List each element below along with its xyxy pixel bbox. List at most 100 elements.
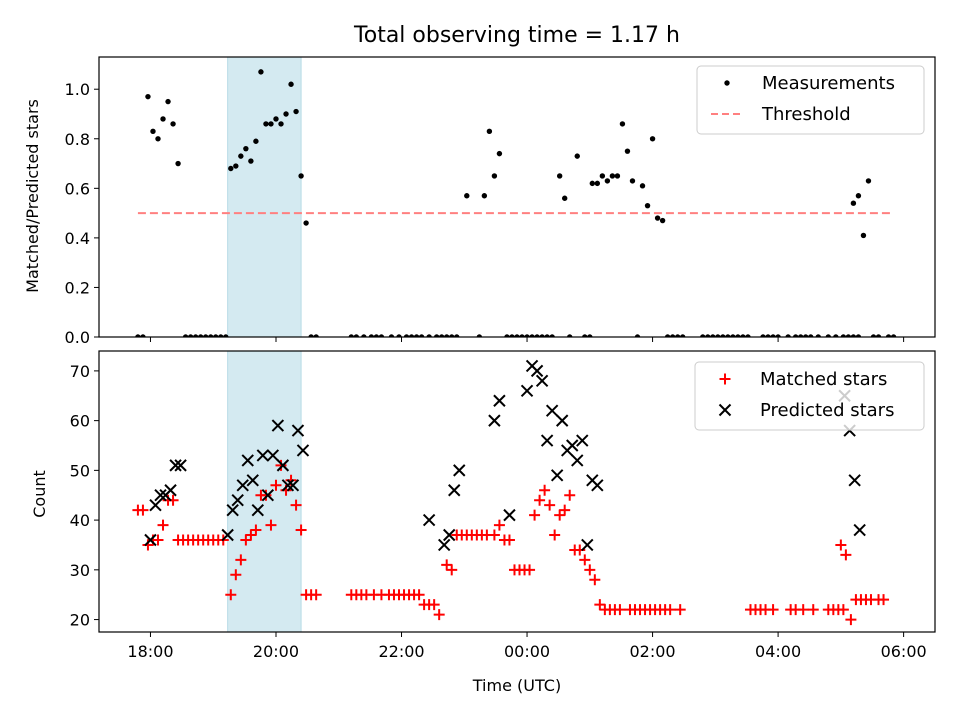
predicted-stars-point xyxy=(848,474,861,487)
measurements-point xyxy=(263,121,269,127)
matched-stars-point xyxy=(797,604,809,616)
matched-stars-point xyxy=(503,534,515,546)
matched-stars-point xyxy=(674,604,686,616)
predicted-stars-point xyxy=(241,454,254,467)
predicted-stars-point xyxy=(271,419,285,432)
measurements-point xyxy=(160,116,166,122)
measurements-point xyxy=(228,165,234,172)
matched-stars-point xyxy=(767,604,779,616)
predicted-stars-point xyxy=(555,414,569,427)
measurements-point xyxy=(238,153,244,159)
matched-stars-point xyxy=(152,534,164,546)
measurements-point xyxy=(192,334,199,337)
measurements-point xyxy=(855,193,862,199)
predicted-stars-point xyxy=(251,503,264,517)
predicted-stars-point xyxy=(256,449,270,462)
predicted-stars-point xyxy=(291,424,305,437)
measurements-point xyxy=(797,334,804,337)
measurements-point xyxy=(582,334,588,337)
legend-measurements-marker xyxy=(724,80,730,86)
matched-stars-point xyxy=(524,564,536,576)
bottom-y-tick-label: 70 xyxy=(70,362,90,381)
measurements-point xyxy=(182,334,189,337)
matched-stars-point xyxy=(240,534,252,546)
matched-stars-point xyxy=(270,479,282,491)
measurements-point xyxy=(629,178,636,184)
predicted-stars-point xyxy=(261,489,275,502)
matched-stars-point xyxy=(878,594,890,606)
measurements-point xyxy=(438,334,445,337)
matched-stars-point xyxy=(664,604,676,616)
measurements-point xyxy=(808,334,814,337)
predicted-stars-point xyxy=(266,449,280,462)
predicted-stars-point xyxy=(154,489,167,502)
measurements-point xyxy=(165,98,171,105)
measurements-point xyxy=(720,334,726,337)
measurements-point xyxy=(170,121,176,127)
matched-stars-point xyxy=(544,499,556,511)
predicted-stars-point xyxy=(226,503,239,517)
measurements-point xyxy=(514,334,520,337)
measurements-point xyxy=(519,334,525,337)
measurements-point xyxy=(378,334,385,337)
measurements-point xyxy=(604,178,611,184)
top-y-tick-label: 0.2 xyxy=(65,278,90,297)
x-tick-label: 04:00 xyxy=(755,642,801,661)
measurements-point xyxy=(649,136,656,142)
predicted-stars-point xyxy=(545,404,559,417)
predicted-stars-point xyxy=(437,538,451,552)
bottom-legend-box xyxy=(694,361,925,431)
measurements-point xyxy=(865,178,872,184)
predicted-stars-point xyxy=(281,479,295,492)
predicted-stars-point xyxy=(576,434,589,447)
measurements-point xyxy=(549,334,555,337)
top-panel-measurements: 0.0 0.2 0.4 0.6 0.8 1.0 Measurements Threshold xyxy=(65,56,936,347)
measurements-point xyxy=(491,173,498,179)
measurements-point xyxy=(745,334,751,337)
top-y-tick-label: 1.0 xyxy=(65,80,90,99)
measurements-point xyxy=(760,334,766,337)
top-y-tick-label: 0.6 xyxy=(65,179,90,198)
measurements-point xyxy=(308,334,314,337)
measurements-point xyxy=(669,334,676,337)
measurements-point xyxy=(233,163,239,169)
top-data xyxy=(135,69,897,337)
matched-stars-point xyxy=(413,589,425,601)
measurements-point xyxy=(496,150,503,157)
top-axes-frame xyxy=(98,56,936,338)
predicted-stars-point xyxy=(520,384,534,397)
measurements-point xyxy=(705,334,711,337)
measurements-point xyxy=(293,108,299,115)
bottom-y-tick-label: 40 xyxy=(70,511,90,530)
predicted-stars-point xyxy=(236,479,249,492)
measurements-point xyxy=(840,334,847,337)
matched-stars-point xyxy=(837,604,849,616)
measurements-point xyxy=(529,334,535,337)
measurements-point xyxy=(388,334,395,337)
predicted-stars-point xyxy=(169,459,182,472)
measurements-point xyxy=(418,334,425,337)
measurements-point xyxy=(509,334,515,337)
matched-stars-point xyxy=(539,484,551,496)
matched-stars-point xyxy=(250,524,262,536)
measurements-point xyxy=(765,334,771,337)
measurements-point xyxy=(700,334,706,337)
predicted-stars-point xyxy=(453,464,466,477)
measurements-point xyxy=(544,334,550,337)
predicted-stars-point xyxy=(853,523,866,537)
matched-stars-point xyxy=(579,554,591,566)
matched-stars-point xyxy=(290,499,302,511)
top-highlight-band xyxy=(227,56,302,338)
bottom-y-tick-label: 20 xyxy=(70,611,90,630)
top-y-tick-label: 0.0 xyxy=(65,328,90,347)
measurements-point xyxy=(619,121,626,127)
matched-stars-point xyxy=(584,564,596,576)
matched-stars-point xyxy=(310,589,322,601)
measurements-point xyxy=(303,220,309,226)
predicted-stars-point xyxy=(276,459,290,472)
measurements-point xyxy=(890,334,897,337)
measurements-point xyxy=(150,128,156,135)
predicted-stars-point xyxy=(488,414,501,427)
measurements-point xyxy=(298,173,304,179)
measurements-point xyxy=(587,334,593,337)
